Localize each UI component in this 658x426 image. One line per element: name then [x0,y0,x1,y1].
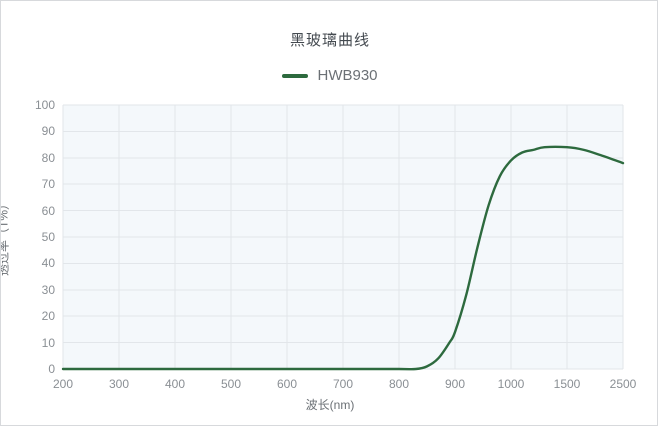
y-axis-tick-label: 30 [41,282,55,297]
x-axis-tick-label: 300 [108,377,130,391]
x-axis-tick-label: 600 [276,377,298,391]
y-axis-title: 透过率（T%） [0,197,11,277]
x-axis-tick-label: 800 [388,377,410,391]
x-axis-tick-label: 500 [220,377,242,391]
y-axis-tick-label: 50 [41,230,55,244]
series-line-hwb930 [61,145,625,371]
chart-legend: HWB930 [1,67,657,84]
y-axis-tick-label: 90 [41,124,55,139]
x-axis-tick-label: 400 [164,377,186,391]
legend-item-label: HWB930 [317,67,378,84]
y-axis-tick-label: 0 [48,362,55,376]
vertical-gridlines [62,105,624,369]
y-axis-tick-label: 80 [41,150,55,165]
chart-title: 黑玻璃曲线 [289,32,370,49]
y-axis-tick-label: 20 [41,309,55,324]
y-axis-tick-label: 100 [34,98,55,112]
legend-color-swatch [282,73,309,78]
x-axis-title: 波长(nm) [305,398,355,412]
y-axis-tick-label: 60 [41,203,55,218]
y-axis-tick-label: 40 [41,256,55,271]
x-axis-tick-label: 1000 [497,377,525,391]
x-axis-tick-label: 2500 [609,377,637,391]
y-axis-tick-label: 10 [41,335,55,350]
x-axis-tick-label: 900 [444,377,466,391]
x-axis-tick-label: 700 [332,377,354,391]
y-axis-tick-label: 70 [41,177,55,192]
x-axis-tick-label: 200 [52,377,74,391]
x-axis-tick-label: 1500 [553,377,581,391]
